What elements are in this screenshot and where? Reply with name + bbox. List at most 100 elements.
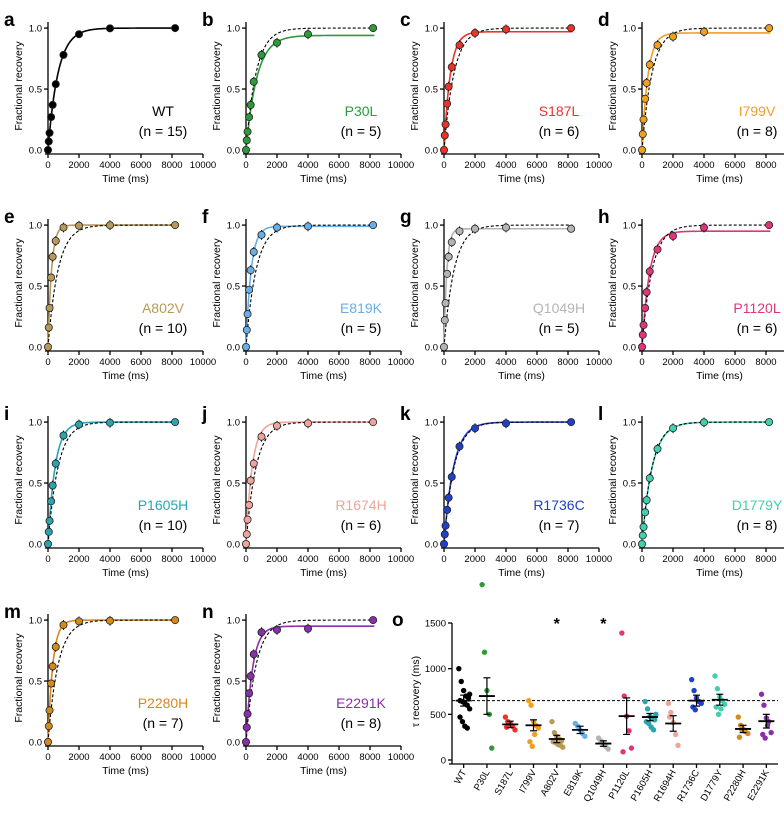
tau-point [735, 714, 741, 720]
tau-point [549, 718, 555, 725]
axes [448, 622, 778, 768]
tau-point [691, 687, 697, 694]
x-tick-label: 2000 [266, 554, 287, 565]
y-tick-label: 500 [430, 710, 446, 721]
data-point [47, 113, 56, 122]
x-tick-label: 0 [243, 752, 248, 763]
y-tick-label: 0.0 [227, 738, 240, 749]
x-axis-label: Time (ms) [498, 370, 545, 382]
data-point [249, 459, 258, 468]
data-point [443, 505, 452, 514]
data-point [171, 24, 180, 33]
x-tick-label: 0 [639, 160, 644, 171]
data-point [44, 527, 53, 536]
axes [638, 219, 784, 355]
panel-a: a 0.0 0.5 1.0 0 2000 4000 6000 8000 10000 Time (ms… [4, 10, 216, 185]
data-point [272, 38, 281, 47]
data-point [444, 493, 453, 502]
y-tick-label: 0.5 [425, 282, 438, 293]
x-axis-label: Time (ms) [102, 765, 149, 777]
data-point [501, 419, 510, 428]
data-point [765, 418, 774, 427]
variant-label: S187L [539, 103, 580, 119]
x-tick-label: 6000 [130, 554, 151, 565]
variant-label: I799V [739, 103, 776, 119]
data-point [272, 625, 281, 634]
n-label: (n = 5) [539, 320, 580, 336]
x-axis-label: Time (ms) [102, 370, 149, 382]
y-tick-label: 1.0 [29, 616, 42, 627]
tau-point [721, 701, 728, 707]
tau-point [526, 697, 532, 704]
y-axis-label: Fractional recovery [211, 41, 223, 131]
y-tick-label: 1.0 [623, 24, 636, 35]
x-tick-label: 10000 [586, 357, 612, 368]
x-tick-label: 2000 [464, 357, 485, 368]
y-axis-label: Fractional recovery [211, 238, 223, 328]
data-point [700, 223, 709, 232]
data-point [765, 221, 774, 230]
data-point [639, 321, 648, 330]
y-tick-label: 0.5 [227, 479, 240, 490]
panel-j: j 0.0 0.5 1.0 0 2000 4000 6000 8000 10000 Time (ms… [201, 404, 414, 579]
tau-point [668, 709, 674, 716]
y-tick-label: 0.0 [623, 540, 636, 551]
data-point [257, 432, 266, 441]
tau-point [532, 731, 538, 738]
x-tick-label: S187L [493, 768, 516, 797]
x-tick-label: 4000 [495, 554, 516, 565]
x-tick-label: 4000 [693, 160, 714, 171]
data-point [669, 32, 678, 41]
panel-letter: g [400, 207, 412, 228]
data-point [272, 223, 281, 232]
x-tick-label: 8000 [557, 160, 578, 171]
y-tick-label: 1000 [425, 664, 446, 675]
data-point [440, 316, 449, 325]
data-point [470, 28, 479, 37]
y-tick-label: 1.0 [227, 221, 240, 232]
x-tick-label: 10000 [190, 160, 216, 171]
y-tick-label: 0.5 [623, 479, 636, 490]
variant-label: A802V [142, 300, 185, 316]
x-tick-label: 4000 [297, 357, 318, 368]
x-axis-label: Time (ms) [696, 567, 743, 579]
data-point [246, 100, 255, 109]
tau-point [714, 686, 721, 692]
data-point [242, 325, 251, 334]
x-tick-label: 10000 [388, 752, 414, 763]
data-point [241, 342, 250, 351]
data-point [45, 516, 54, 525]
wt-reference-curve [641, 27, 771, 151]
y-tick-label: 1.0 [623, 418, 636, 429]
x-tick-label: 8000 [161, 160, 182, 171]
tau-point [489, 745, 495, 751]
tau-point [739, 727, 745, 733]
variant-label: E819K [340, 300, 383, 316]
panel-b: b 0.0 0.5 1.0 0 2000 4000 6000 8000 10000 Time (ms… [202, 10, 414, 185]
variant-label: WT [152, 103, 174, 119]
data-point [75, 30, 84, 39]
x-tick-label: 2000 [464, 160, 485, 171]
panel-letter: m [4, 602, 21, 623]
x-tick-label: 6000 [724, 160, 745, 171]
data-point [447, 238, 456, 247]
data-point [700, 418, 709, 427]
tau-point [761, 702, 767, 708]
data-point [45, 303, 54, 312]
tau-point [642, 698, 648, 705]
tau-point [582, 733, 588, 739]
n-label: (n = 6) [737, 320, 778, 336]
y-tick-label: 1.0 [29, 221, 42, 232]
n-label: (n = 5) [341, 123, 382, 139]
significance-marker: * [600, 616, 607, 633]
x-axis-label: Time (ms) [300, 173, 347, 185]
tau-point [718, 706, 724, 712]
y-tick-label: 0.0 [227, 146, 240, 157]
data-point [48, 481, 57, 490]
data-point [243, 127, 252, 136]
x-tick-label: 0 [441, 357, 446, 368]
data-point [249, 650, 258, 659]
x-tick-label: 10000 [190, 752, 216, 763]
x-tick-label: 10000 [190, 554, 216, 565]
